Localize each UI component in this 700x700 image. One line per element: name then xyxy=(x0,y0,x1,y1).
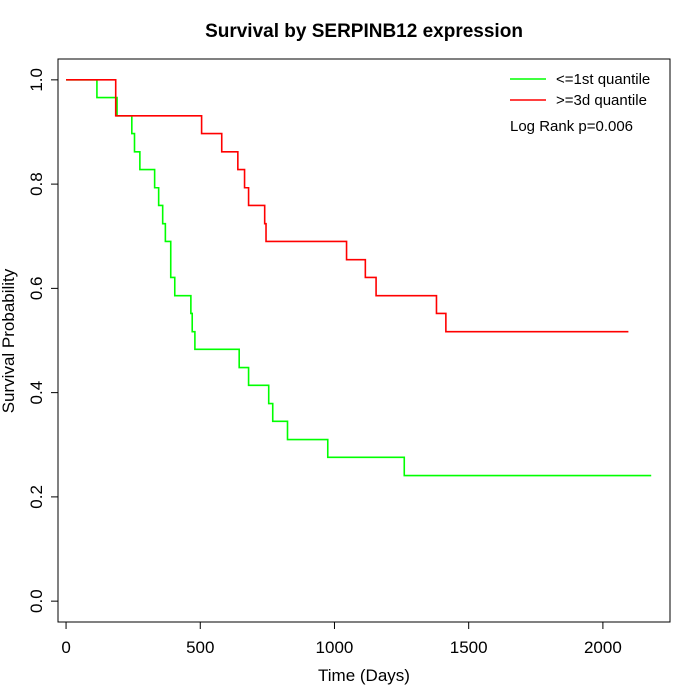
x-tick-label: 0 xyxy=(61,638,70,657)
y-axis: 0.0 0.2 0.4 0.6 0.8 1.0 xyxy=(27,68,59,613)
x-tick-label: 500 xyxy=(186,638,214,657)
legend: <=1st quantile >=3d quantile xyxy=(510,71,650,109)
log-rank-annotation: Log Rank p=0.006 xyxy=(510,118,633,135)
y-tick-label: 0.0 xyxy=(27,589,46,613)
series-layer xyxy=(66,79,652,477)
series-line-low-quantile xyxy=(66,79,652,477)
x-axis-label: Time (Days) xyxy=(318,666,410,685)
y-tick-label: 0.2 xyxy=(27,485,46,509)
legend-label-low-quantile: <=1st quantile xyxy=(556,71,650,88)
legend-label-high-quantile: >=3d quantile xyxy=(556,92,647,109)
plot-frame xyxy=(57,58,671,623)
y-tick-label: 0.6 xyxy=(27,277,46,301)
chart-title: Survival by SERPINB12 expression xyxy=(205,21,523,42)
x-axis: 0 500 1000 1500 2000 xyxy=(61,621,622,657)
x-tick-label: 1500 xyxy=(450,638,488,657)
x-tick-label: 2000 xyxy=(584,638,622,657)
x-tick-label: 1000 xyxy=(316,638,354,657)
series-line-high-quantile xyxy=(66,79,629,333)
y-tick-label: 0.8 xyxy=(27,172,46,196)
y-tick-label: 0.4 xyxy=(27,381,46,405)
y-tick-label: 1.0 xyxy=(27,68,46,92)
y-axis-label: Survival Probability xyxy=(0,268,18,413)
